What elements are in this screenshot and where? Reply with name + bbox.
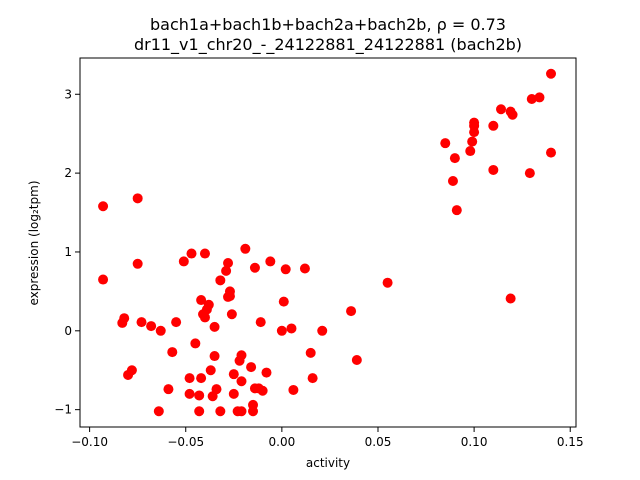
data-point [203,299,214,310]
y-tick-label: 1 [64,245,72,259]
data-point [196,295,207,306]
data-point [546,147,557,158]
data-point [211,384,222,395]
data-point [447,176,458,186]
data-point [265,256,276,267]
data-point [224,291,235,302]
data-point [261,367,272,378]
data-point [184,373,195,384]
data-point [496,104,507,115]
data-point [534,92,545,103]
data-point [167,347,178,358]
x-tick-label: −0.05 [167,435,204,449]
data-point [507,109,518,120]
data-point [119,313,130,324]
y-tick-label: 3 [64,87,72,101]
data-point [155,325,166,336]
x-tick-label: −0.10 [71,435,108,449]
y-axis-ticks: −1 0 1 2 3 [54,87,80,417]
y-tick-label: 2 [64,166,72,180]
data-point [346,306,357,317]
data-point [98,274,109,285]
data-point [228,369,239,380]
data-point [286,323,297,334]
data-point [305,347,316,358]
data-point [440,138,451,149]
y-tick-label: −1 [54,403,72,417]
x-axis-ticks: −0.10 −0.05 0.00 0.05 0.10 0.15 [71,427,584,449]
data-point [307,373,318,384]
data-point [153,406,164,417]
data-point [209,351,220,362]
data-point [240,243,251,254]
x-tick-label: 0.00 [269,435,296,449]
data-point [488,164,499,175]
data-point [186,248,197,259]
data-point [205,365,216,376]
data-point [526,94,537,104]
data-point [288,384,299,395]
data-point [236,376,247,387]
x-tick-label: 0.10 [461,435,488,449]
data-point [215,275,226,286]
data-point [163,384,174,395]
data-point [184,388,195,399]
data-point [236,406,247,417]
data-point [257,385,268,396]
data-point [190,338,201,349]
data-point [280,264,291,275]
data-point [132,258,143,269]
data-point [132,193,143,204]
data-point [451,205,462,216]
data-point [469,117,480,128]
data-point [488,120,499,131]
x-tick-label: 0.15 [557,435,584,449]
data-point [276,325,287,336]
data-point [126,365,137,376]
data-point [236,350,247,361]
data-point [199,248,210,259]
data-point [228,388,239,399]
data-point [221,265,232,276]
data-point [194,390,205,401]
data-point [171,317,182,328]
chart-title-line2: dr11_v1_chr20_-_24122881_24122881 (bach2… [134,35,522,55]
data-point [299,263,310,274]
data-point [199,312,210,323]
data-point [255,317,266,328]
data-point [215,406,226,417]
y-axis-label: expression (log₂tpm) [27,180,41,305]
data-point [194,406,205,417]
x-tick-label: 0.05 [365,435,392,449]
data-point [246,362,257,373]
data-point [146,321,157,332]
x-axis-label: activity [306,456,350,470]
data-point [278,296,289,307]
data-point [136,317,147,328]
data-point [178,256,189,267]
data-point [98,201,109,212]
data-point [223,258,234,268]
data-points [98,68,557,417]
chart-title-line1: bach1a+bach1b+bach2a+bach2b, ρ = 0.73 [150,15,506,34]
data-point [382,277,393,288]
data-point [546,68,557,79]
data-point [505,293,516,304]
data-point [317,325,328,336]
data-point [465,146,476,157]
data-point [196,373,207,384]
data-point [249,262,260,273]
data-point [226,309,237,320]
data-point [351,354,362,365]
data-point [524,168,535,179]
data-point [449,153,460,164]
data-point [467,136,478,147]
data-point [209,321,220,332]
plot-frame [79,57,577,428]
data-point [469,127,480,138]
y-tick-label: 0 [64,324,72,338]
data-point [248,399,259,410]
